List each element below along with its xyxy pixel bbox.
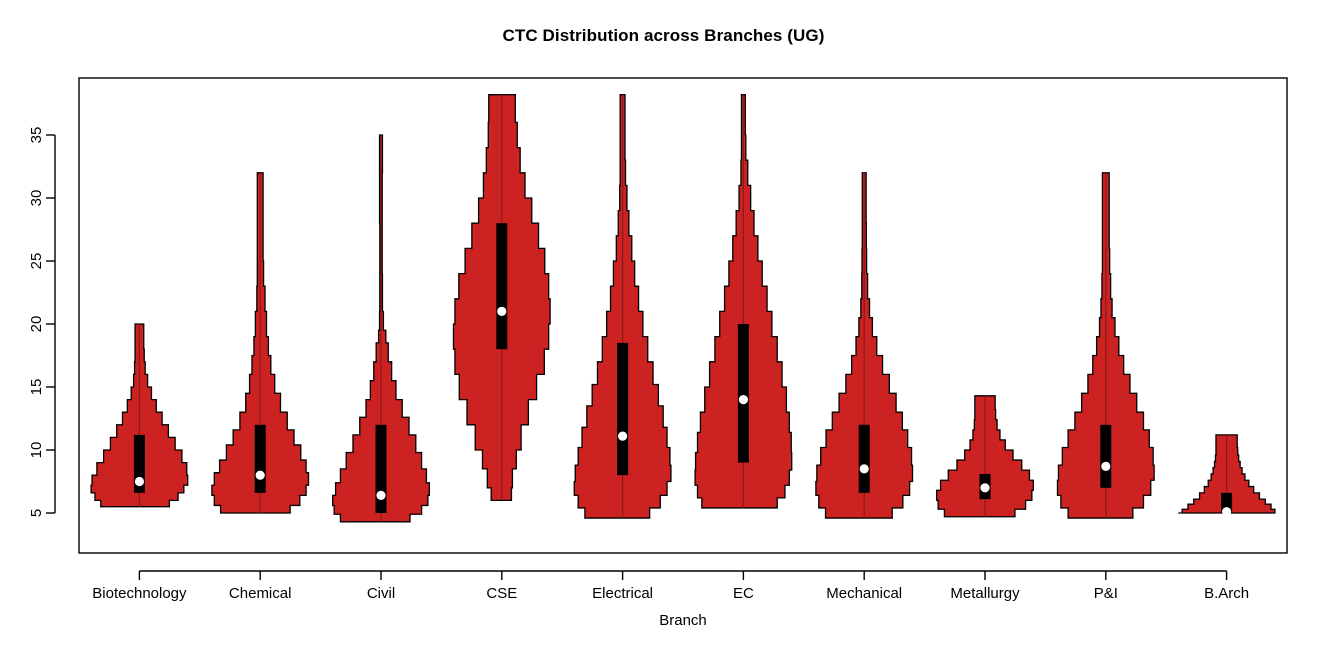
violin-p-i [1056,172,1155,519]
violin-cse [452,94,551,502]
violin-median-point [255,470,265,480]
violin-iqr-box [496,223,508,350]
x-tick-label-electrical: Electrical [592,585,653,602]
y-tick-labels: 5 10 15 20 25 30 35 [28,127,45,518]
x-axis-label: Branch [659,612,707,629]
x-tick-label-ec: EC [733,585,754,602]
violin-iqr-box [133,434,145,493]
violin-civil [332,134,430,523]
violin-iqr-box [617,342,629,476]
x-tick-labels: Biotechnology Chemical Civil CSE Electrical E… [92,585,1249,602]
violin-electrical [573,94,672,519]
violin-iqr-box [858,424,870,493]
violin-median-point [738,395,749,405]
x-tick-label-p-i: P&I [1094,585,1118,602]
x-tick-label-cse: CSE [486,585,517,602]
axis-layer [46,77,1288,580]
violin-median-point [1222,507,1232,517]
y-tick-label-10: 10 [28,442,45,459]
x-tick-label-mechanical: Mechanical [826,585,902,602]
violin-chemical [211,172,310,514]
plot-frame [78,77,1288,554]
violin-iqr-box [737,324,749,463]
violin-median-point [618,431,628,441]
violin-iqr-box [1100,424,1112,488]
violin-median-point [859,464,869,474]
y-tick-label-30: 30 [28,190,45,207]
violin-b-arch [1178,434,1276,517]
violin-median-point [497,306,507,316]
violin-biotechnology [90,323,189,508]
y-tick-label-35: 35 [28,127,45,144]
violin-iqr-box [254,424,266,493]
violin-ec [694,94,793,509]
x-tick-label-chemical: Chemical [229,585,292,602]
violin-metallurgy [936,395,1034,518]
violin-median-point [980,483,990,493]
page-title: CTC Distribution across Branches (UG) [502,26,825,45]
x-tick-label-metallurgy: Metallurgy [950,585,1020,602]
y-tick-label-25: 25 [28,253,45,270]
x-tick-label-biotechnology: Biotechnology [92,585,187,602]
y-tick-label-20: 20 [28,316,45,333]
violin-layer [90,94,1276,523]
x-tick-label-civil: Civil [367,585,395,602]
x-tick-label-b-arch: B.Arch [1204,585,1249,602]
y-tick-label-15: 15 [28,379,45,396]
violin-median-point [134,476,144,487]
violin-median-point [376,490,386,500]
violin-median-point [1101,461,1111,471]
y-tick-label-5: 5 [28,509,45,517]
violin-iqr-box [375,424,387,513]
violin-mechanical [815,172,914,519]
violin-iqr-box [1221,492,1233,513]
